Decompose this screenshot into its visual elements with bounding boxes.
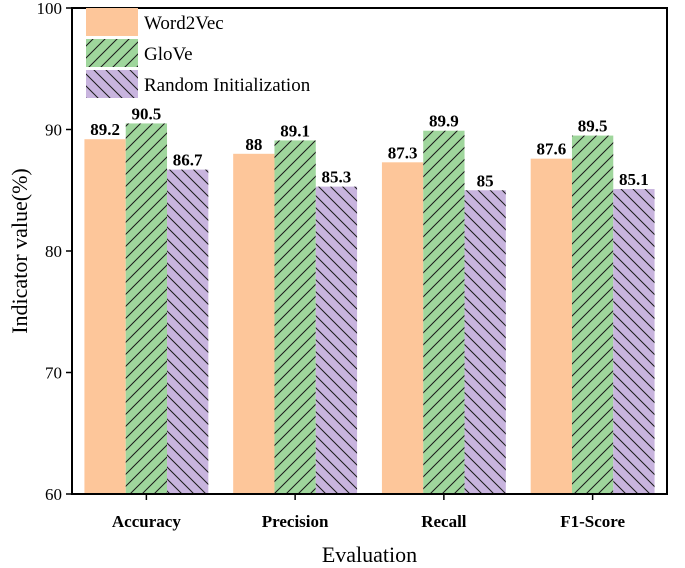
data-label: 87.6 xyxy=(536,140,566,159)
y-tick-label: 70 xyxy=(45,364,62,383)
data-label: 89.9 xyxy=(429,112,459,131)
data-label: 89.2 xyxy=(90,120,120,139)
bar-glove-accuracy xyxy=(125,123,168,495)
data-label: 86.7 xyxy=(173,151,203,170)
x-tick-label: Accuracy xyxy=(112,512,181,531)
bar-glove-recall xyxy=(423,130,465,494)
data-labels-layer: 89.2 90.5 86.7 88 89.1 85.3 87.3 89.9 85 87.6 89.5… xyxy=(90,104,649,190)
bar-random-initialization-precision xyxy=(315,186,358,495)
data-label: 89.1 xyxy=(280,121,310,140)
y-axis: 60 70 80 90 100 xyxy=(37,0,72,504)
legend-swatch xyxy=(86,70,138,98)
data-label: 85 xyxy=(477,171,494,190)
y-axis-title: Indicator value(%) xyxy=(7,168,32,334)
bar-glove-precision xyxy=(274,140,316,494)
x-axis-title: Evaluation xyxy=(322,542,417,567)
legend-label: Word2Vec xyxy=(144,13,224,34)
bar-random-initialization-accuracy xyxy=(167,169,209,494)
data-label: 85.3 xyxy=(322,168,352,187)
data-label: 88 xyxy=(245,135,262,154)
y-tick-label: 90 xyxy=(45,121,62,140)
data-label: 89.5 xyxy=(578,117,608,136)
legend-swatch xyxy=(86,39,138,67)
y-tick-label: 80 xyxy=(45,242,62,261)
bar-word2vec-f1-score xyxy=(530,158,572,494)
bar-word2vec-precision xyxy=(233,153,275,495)
bar-word2vec-accuracy xyxy=(84,139,126,494)
y-tick-label: 60 xyxy=(45,485,62,504)
x-tick-label: Recall xyxy=(421,512,467,531)
legend-swatch xyxy=(86,8,138,36)
bar-random-initialization-recall xyxy=(464,190,506,494)
legend-label: Random Initialization xyxy=(144,75,311,96)
bars-layer xyxy=(84,123,655,495)
data-label: 87.3 xyxy=(388,143,418,162)
y-tick-label: 100 xyxy=(37,0,63,18)
x-tick-label: Precision xyxy=(262,512,329,531)
x-tick-label: F1-Score xyxy=(560,512,625,531)
data-label: 85.1 xyxy=(619,170,649,189)
bar-random-initialization-f1-score xyxy=(613,189,655,494)
data-label: 90.5 xyxy=(132,104,162,123)
bar-glove-f1-score xyxy=(571,135,614,494)
x-axis: Accuracy Precision Recall F1-Score xyxy=(112,494,625,531)
bar-word2vec-recall xyxy=(381,162,424,494)
legend: Word2Vec GloVe Random Initialization xyxy=(86,8,311,98)
legend-label: GloVe xyxy=(144,44,193,65)
